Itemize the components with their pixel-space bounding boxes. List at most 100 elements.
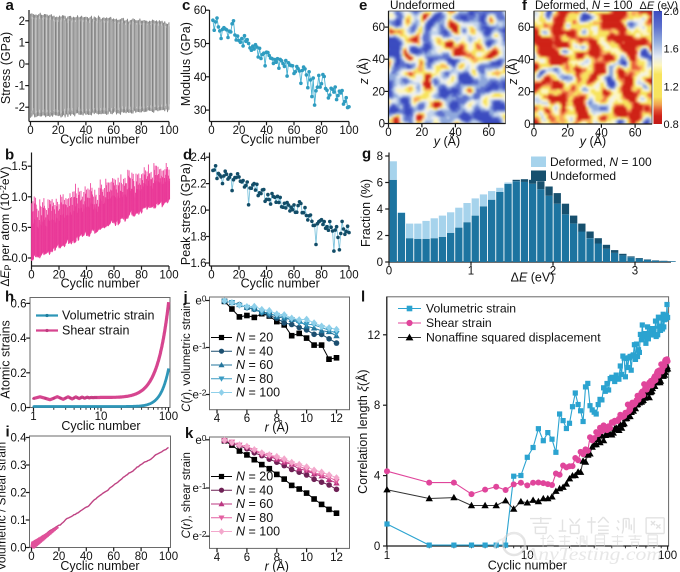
svg-text:20: 20 [372, 86, 385, 98]
svg-text:40: 40 [595, 128, 608, 140]
svg-text:80: 80 [135, 270, 148, 282]
svg-text:C(r), volumetric strain: C(r), volumetric strain [181, 302, 193, 412]
svg-text:N = 80: N = 80 [236, 511, 273, 525]
svg-text:r (Å): r (Å) [265, 559, 289, 572]
svg-text:Correlation length ξ(Å): Correlation length ξ(Å) [355, 369, 370, 493]
svg-text:f: f [522, 0, 528, 14]
svg-text:1.6: 1.6 [664, 44, 679, 56]
svg-text:-1: -1 [15, 81, 25, 93]
svg-text:1: 1 [30, 411, 36, 423]
svg-text:100: 100 [658, 550, 677, 562]
svg-text:Undeformed: Undeformed [550, 169, 616, 183]
svg-text:80: 80 [315, 270, 328, 282]
svg-text:4: 4 [377, 204, 384, 216]
svg-text:g: g [362, 146, 371, 163]
svg-text:Volumetric strain: Volumetric strain [62, 309, 154, 323]
svg-text:i: i [6, 424, 10, 441]
svg-text:60: 60 [288, 125, 301, 137]
svg-text:60: 60 [194, 5, 207, 17]
svg-text:0.8: 0.8 [664, 119, 679, 131]
svg-text:6: 6 [244, 413, 250, 425]
svg-text:0: 0 [28, 270, 34, 282]
svg-text:Stress (GPa): Stress (GPa) [0, 32, 13, 104]
svg-text:0: 0 [28, 551, 34, 563]
svg-text:h: h [5, 289, 14, 306]
svg-text:40: 40 [372, 54, 385, 66]
svg-text:N = 60: N = 60 [236, 358, 273, 372]
svg-text:12: 12 [330, 552, 343, 564]
svg-text:Cyclic number: Cyclic number [60, 559, 139, 572]
svg-text:ΔEP per atom (10-2eV): ΔEP per atom (10-2eV) [0, 166, 13, 286]
svg-text:10: 10 [521, 550, 534, 562]
svg-text:2.4: 2.4 [191, 152, 208, 164]
svg-text:y (Å): y (Å) [579, 134, 606, 149]
svg-text:60: 60 [107, 551, 120, 563]
svg-text:1: 1 [19, 37, 25, 49]
svg-text:N = 100: N = 100 [236, 525, 280, 539]
svg-text:Nonaffine squared displacement: Nonaffine squared displacement [426, 331, 601, 345]
svg-text:3: 3 [632, 266, 638, 278]
svg-text:y (Å): y (Å) [433, 134, 460, 149]
svg-text:100: 100 [339, 270, 358, 282]
svg-text:60: 60 [108, 270, 121, 282]
svg-text:60: 60 [629, 128, 642, 140]
svg-text:40: 40 [260, 270, 273, 282]
svg-text:20: 20 [53, 551, 66, 563]
svg-text:10: 10 [300, 552, 313, 564]
svg-text:1.6: 1.6 [191, 258, 207, 270]
svg-text:8: 8 [274, 413, 280, 425]
svg-text:0: 0 [524, 119, 530, 131]
svg-text:12: 12 [330, 413, 343, 425]
svg-text:0.0: 0.0 [11, 403, 27, 415]
svg-text:100: 100 [159, 411, 178, 423]
svg-text:j: j [183, 289, 188, 306]
svg-text:d: d [183, 147, 192, 164]
svg-text:0.2: 0.2 [11, 488, 27, 500]
svg-text:100: 100 [159, 270, 178, 282]
svg-text:z (Å): z (Å) [356, 58, 371, 85]
svg-text:8: 8 [374, 400, 380, 412]
svg-text:8: 8 [274, 552, 280, 564]
svg-text:40: 40 [260, 125, 273, 137]
svg-text:2.0: 2.0 [191, 205, 207, 217]
svg-text:4: 4 [214, 552, 221, 564]
svg-text:c: c [182, 0, 190, 14]
svg-text:0.4: 0.4 [11, 433, 28, 445]
svg-text:0: 0 [374, 541, 380, 553]
svg-text:Cyclic number: Cyclic number [241, 133, 320, 147]
svg-text:Atomic strains: Atomic strains [0, 320, 12, 399]
svg-text:0.2: 0.2 [11, 368, 27, 380]
svg-text:6: 6 [377, 178, 383, 190]
svg-text:2: 2 [19, 16, 25, 28]
svg-text:40: 40 [194, 72, 207, 84]
svg-text:l: l [361, 289, 365, 306]
svg-text:1.2: 1.2 [664, 81, 679, 93]
svg-text:-2: -2 [15, 102, 25, 114]
svg-text:e0: e0 [195, 293, 206, 307]
svg-text:Undeformed: Undeformed [390, 0, 455, 12]
svg-text:N = 20: N = 20 [236, 470, 273, 484]
svg-text:40: 40 [449, 127, 462, 139]
svg-text:N = 20: N = 20 [236, 331, 273, 345]
svg-text:N = 80: N = 80 [236, 372, 273, 386]
svg-text:Cyclic number: Cyclic number [60, 133, 139, 147]
svg-text:Cyclic number: Cyclic number [61, 277, 140, 291]
svg-text:30: 30 [194, 105, 207, 117]
svg-text:100: 100 [159, 125, 178, 137]
svg-text:4: 4 [374, 471, 381, 483]
svg-text:ΔE (eV): ΔE (eV) [511, 271, 555, 285]
svg-text:N = 100: N = 100 [236, 386, 280, 400]
svg-text:60: 60 [107, 125, 120, 137]
svg-text:20: 20 [416, 127, 429, 139]
svg-text:0: 0 [385, 127, 391, 139]
svg-text:50: 50 [194, 39, 207, 51]
svg-text:60: 60 [518, 22, 531, 34]
svg-text:60: 60 [482, 127, 495, 139]
svg-text:40: 40 [80, 270, 93, 282]
svg-text:a: a [6, 0, 15, 14]
svg-text:z (Å): z (Å) [505, 58, 520, 85]
svg-text:40: 40 [80, 551, 93, 563]
svg-text:Deformed, N = 100: Deformed, N = 100 [535, 0, 633, 12]
svg-text:C(r), shear strain: C(r), shear strain [181, 452, 193, 538]
svg-text:0.5: 0.5 [12, 222, 28, 234]
